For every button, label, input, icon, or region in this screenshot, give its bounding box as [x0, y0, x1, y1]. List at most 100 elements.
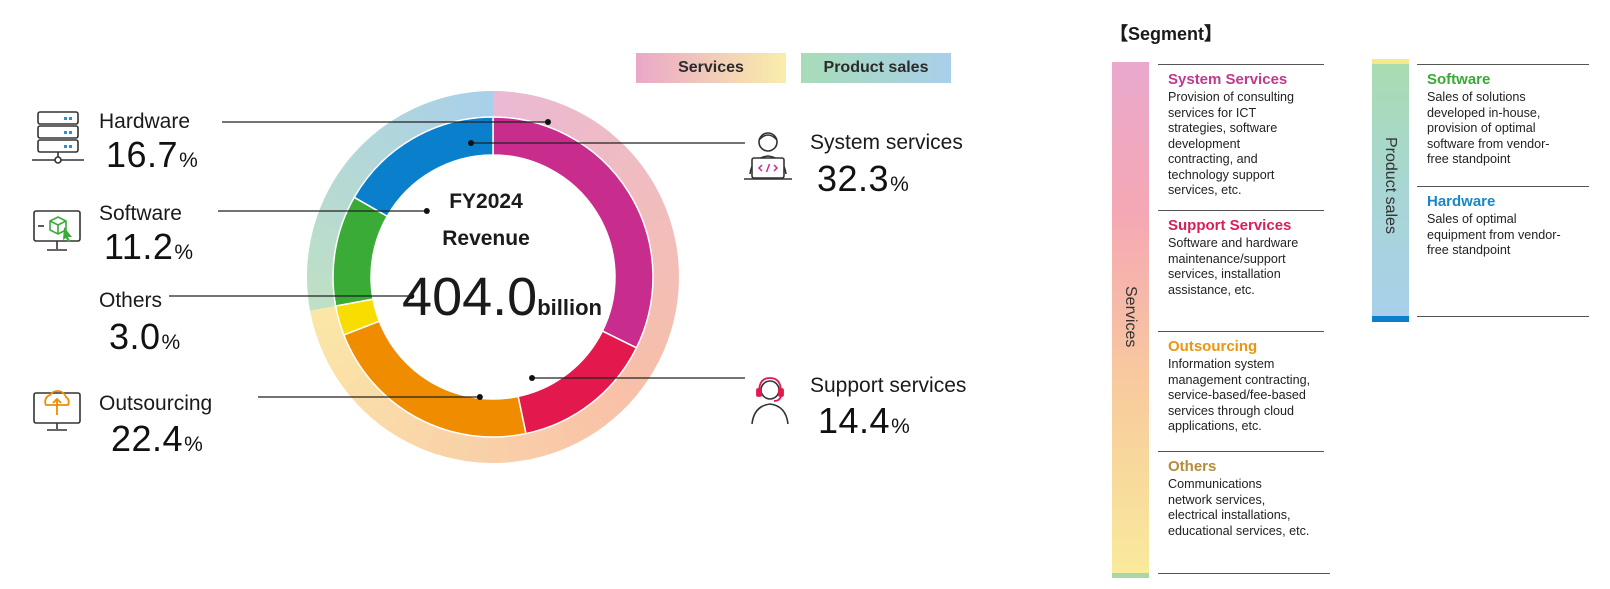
center-fy: FY2024 — [449, 190, 523, 213]
desc-software: Software Sales of solutions developed in… — [1417, 64, 1589, 168]
value-system-services-number: 32.3 — [817, 158, 890, 199]
outer-ring-services — [310, 91, 679, 463]
desc-line: free standpoint — [1427, 243, 1511, 257]
value-support-services-number: 14.4 — [818, 400, 891, 441]
desc-line: network services, — [1168, 492, 1266, 507]
center-total-unit: billion — [537, 295, 602, 320]
value-others-number: 3.0 — [109, 316, 161, 357]
desc-outsourcing: Outsourcing Information system managemen… — [1158, 331, 1324, 435]
desc-line: Information system — [1168, 357, 1275, 371]
desc-line: free standpoint — [1427, 152, 1511, 166]
desc-line: developed in-house, — [1427, 105, 1541, 120]
desc-outsourcing-title: Outsourcing — [1168, 338, 1258, 355]
value-hardware-unit: % — [179, 149, 199, 172]
desc-line: applications, etc. — [1168, 419, 1262, 433]
center-total: 404.0billion — [392, 266, 612, 328]
donut-slice-hardware — [353, 116, 494, 218]
leader-dot-system-services — [467, 140, 474, 146]
desc-line: Sales of optimal — [1427, 212, 1517, 226]
desc-hardware-text: Sales of optimal equipment from vendor- … — [1427, 212, 1589, 259]
desc-support-services-text: Software and hardware maintenance/suppor… — [1168, 236, 1324, 298]
cloud-upload-monitor-icon — [33, 390, 81, 431]
leader-dot-support-services — [529, 375, 536, 381]
desc-system-services: System Services Provision of consulting … — [1158, 64, 1324, 199]
value-system-services-unit: % — [890, 173, 910, 196]
value-outsourcing: 22.4% — [111, 418, 203, 460]
desc-hardware-title: Hardware — [1427, 193, 1496, 210]
desc-line: educational services, etc. — [1168, 523, 1310, 538]
product-sales-vertical-bar — [1372, 64, 1409, 316]
desc-line: contracting, and — [1168, 152, 1258, 166]
server-icon — [32, 111, 84, 164]
desc-system-services-title: System Services — [1168, 71, 1288, 88]
label-outsourcing: Outsourcing — [99, 392, 213, 415]
label-software: Software — [99, 202, 182, 225]
value-others: 3.0% — [109, 316, 181, 358]
value-support-services: 14.4% — [818, 400, 910, 442]
inner-ring-group — [332, 116, 654, 438]
label-others: Others — [99, 289, 163, 312]
desc-others-title: Others — [1168, 458, 1217, 475]
desc-line: equipment from vendor- — [1427, 227, 1561, 242]
services-bar-bottom-cap — [1112, 573, 1149, 578]
desc-support-services: Support Services Software and hardware m… — [1158, 210, 1324, 298]
leader-dot-outsourcing — [476, 394, 483, 400]
desc-others: Others Communications network services, … — [1158, 451, 1324, 539]
desc-software-title: Software — [1427, 71, 1491, 88]
value-support-services-unit: % — [891, 415, 911, 438]
center-revenue: Revenue — [442, 227, 530, 250]
value-software-number: 11.2 — [104, 226, 174, 267]
value-hardware: 16.7% — [106, 134, 198, 176]
desc-outsourcing-text: Information system management contractin… — [1168, 357, 1324, 435]
desc-line: services, installation — [1168, 267, 1281, 281]
developer-icon — [744, 132, 792, 180]
services-bottom-divider — [1158, 573, 1330, 574]
donut-slice-outsourcing — [342, 320, 527, 438]
value-outsourcing-unit: % — [184, 433, 204, 456]
value-software: 11.2% — [104, 226, 194, 268]
value-others-unit: % — [161, 331, 181, 354]
product-sales-bar-label: Product sales — [1382, 137, 1399, 234]
desc-line: software from vendor- — [1427, 136, 1550, 151]
label-support-services: Support services — [810, 374, 967, 397]
legend-swatch-services — [636, 53, 786, 83]
leader-dot-hardware — [545, 119, 551, 125]
label-hardware: Hardware — [99, 110, 191, 133]
value-outsourcing-number: 22.4 — [111, 418, 184, 459]
value-software-unit: % — [174, 241, 194, 264]
desc-line: electrical installations, — [1168, 508, 1291, 522]
legend-swatch-product-sales — [801, 53, 951, 83]
desc-line: management contracting, — [1168, 372, 1311, 387]
desc-line: services, etc. — [1168, 183, 1242, 197]
desc-line: development — [1168, 136, 1241, 151]
product-bottom-divider — [1417, 316, 1589, 317]
desc-line: Software and hardware — [1168, 236, 1299, 250]
desc-line: maintenance/support — [1168, 251, 1286, 266]
center-total-value: 404.0 — [402, 267, 538, 327]
segment-panel-title: 【Segment】 — [1110, 24, 1223, 44]
desc-line: services through cloud — [1168, 403, 1295, 418]
value-hardware-number: 16.7 — [106, 134, 179, 175]
desc-system-services-text: Provision of consulting services for ICT… — [1168, 90, 1324, 199]
desc-line: assistance, etc. — [1168, 282, 1255, 297]
desc-line: technology support — [1168, 167, 1275, 182]
leader-dot-others — [408, 293, 415, 299]
support-headset-icon — [751, 377, 789, 425]
desc-software-text: Sales of solutions developed in-house, p… — [1427, 90, 1589, 168]
software-monitor-icon — [33, 210, 81, 251]
desc-support-services-title: Support Services — [1168, 217, 1292, 234]
leader-dot-software — [423, 208, 430, 214]
outer-ring-product-sales — [307, 91, 493, 311]
value-system-services: 32.3% — [817, 158, 909, 200]
product-bar-bottom-cap — [1372, 316, 1409, 322]
desc-line: Communications — [1168, 477, 1262, 491]
legend-services: Services — [678, 59, 744, 76]
label-system-services: System services — [810, 131, 963, 154]
desc-hardware: Hardware Sales of optimal equipment from… — [1417, 186, 1589, 259]
services-bar-label: Services — [1122, 286, 1139, 348]
desc-line: services for ICT — [1168, 105, 1257, 120]
desc-line: Provision of consulting — [1168, 90, 1295, 104]
desc-line: Sales of solutions — [1427, 90, 1526, 104]
